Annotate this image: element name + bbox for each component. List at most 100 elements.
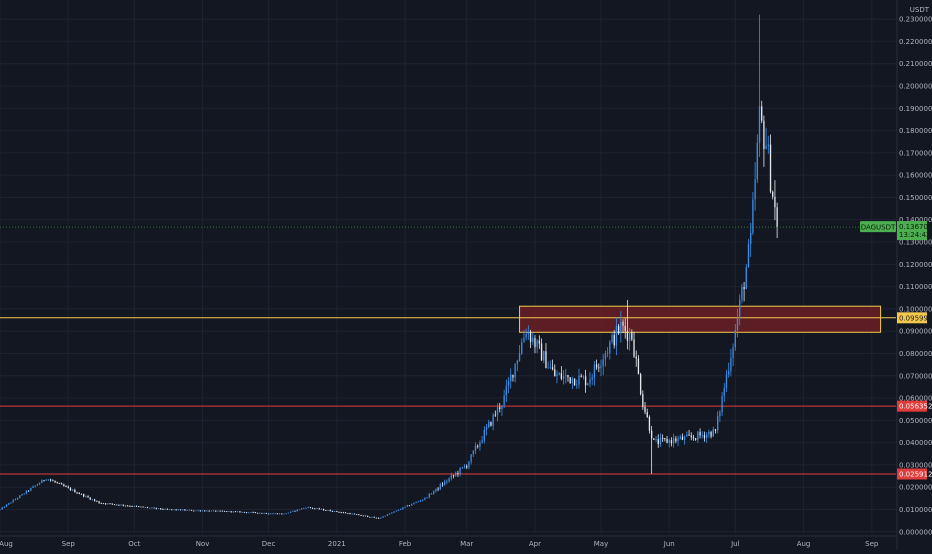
candle-body (545, 351, 547, 369)
candle-body (155, 507, 157, 509)
candle-body (439, 484, 441, 490)
y-tick-label: 0.020000 (899, 484, 932, 492)
candle-body (501, 405, 503, 410)
candle-body (728, 370, 730, 375)
resistance-zone[interactable] (519, 305, 882, 333)
y-tick-label: 0.130000 (899, 239, 932, 247)
candle-body (732, 347, 734, 359)
candle-body (646, 412, 648, 417)
candle-body (578, 375, 580, 385)
candle-body (558, 373, 560, 375)
candle-body (521, 342, 523, 354)
candle-body (239, 511, 241, 513)
candle-body (360, 515, 362, 516)
candle-body (767, 144, 769, 146)
candle-body (285, 513, 287, 515)
candle-body (490, 421, 492, 426)
candle-body (21, 494, 23, 496)
candle-body (364, 515, 367, 517)
y-tick-label: 0.200000 (899, 83, 932, 91)
candle-body (206, 510, 208, 512)
candle-body (43, 480, 45, 481)
candle-body (377, 517, 380, 519)
candle-body (450, 475, 452, 479)
candle-body (166, 508, 168, 510)
candle-body (567, 375, 569, 378)
candle-body (344, 512, 347, 514)
candle-body (580, 375, 582, 377)
candle-body (516, 360, 519, 364)
candle-body (714, 429, 717, 431)
candle-body (386, 514, 389, 516)
candle-body (699, 431, 701, 436)
candle-body (681, 436, 684, 440)
candle-body (474, 445, 477, 451)
x-tick-label: Aug (0, 540, 13, 548)
candle-body (529, 332, 532, 342)
candle-body (30, 487, 32, 491)
candle-body (774, 196, 776, 208)
candle-body (212, 510, 215, 512)
candle-body (547, 367, 549, 369)
candle-body (417, 501, 419, 503)
candle-body (186, 509, 188, 511)
candle-body (85, 496, 87, 497)
candle-body (697, 431, 699, 440)
candle-body (635, 356, 637, 359)
candle-body (98, 501, 100, 504)
candle-body (750, 232, 752, 245)
candle-body (408, 505, 411, 507)
candle-body (730, 358, 732, 371)
symbol-badge (860, 221, 896, 233)
candle-body (16, 497, 19, 500)
candle-body (695, 438, 697, 440)
candle-body (455, 472, 457, 476)
candle-body (41, 480, 43, 484)
candle-body (358, 514, 360, 516)
candle-body (536, 340, 538, 348)
last-price-badge (897, 221, 927, 241)
candle-body (142, 506, 144, 508)
candle-body (27, 490, 30, 492)
level-price-badge (897, 400, 927, 412)
candle-body (395, 510, 397, 512)
candle-body (452, 475, 455, 477)
candle-body (534, 338, 536, 348)
candle-body (140, 506, 142, 508)
candle-body (292, 510, 294, 512)
candle-body (8, 503, 10, 505)
candle-body (322, 509, 325, 511)
candle-body (153, 507, 155, 509)
candle-body (481, 440, 483, 443)
candle-body (602, 359, 604, 366)
candle-body (100, 503, 102, 505)
level-price-badge (897, 468, 927, 480)
candle-body (325, 510, 327, 512)
x-tick-label: Oct (128, 540, 140, 548)
candle-body (116, 504, 118, 506)
candle-body (721, 395, 723, 413)
candle-body (256, 512, 259, 514)
candle-body (241, 511, 243, 513)
candle-body (259, 512, 261, 514)
y-tick-label: 0.210000 (899, 60, 932, 68)
candle-body (468, 461, 470, 468)
candle-body (349, 513, 351, 515)
y-tick-label: 0.230000 (899, 16, 932, 24)
y-tick-label: 0.040000 (899, 439, 932, 447)
candle-body (505, 385, 507, 396)
candle-body (327, 510, 329, 511)
candle-body (472, 450, 474, 455)
candle-body (411, 504, 413, 506)
candle-body (78, 493, 80, 494)
candle-body (496, 407, 499, 416)
candle-body (488, 421, 490, 428)
candle-body (32, 486, 34, 488)
candle-body (503, 395, 505, 406)
candle-body (45, 479, 47, 481)
candle-body (639, 374, 642, 395)
